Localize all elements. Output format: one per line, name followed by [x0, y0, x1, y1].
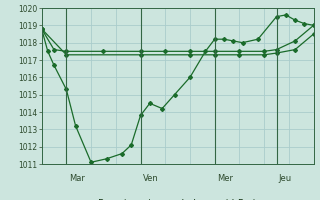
- Text: Pression niveau de la mer( hPa ): Pression niveau de la mer( hPa ): [99, 198, 257, 200]
- Text: Jeu: Jeu: [279, 174, 292, 183]
- Text: Mar: Mar: [69, 174, 84, 183]
- Text: Ven: Ven: [143, 174, 159, 183]
- Text: Mer: Mer: [217, 174, 233, 183]
